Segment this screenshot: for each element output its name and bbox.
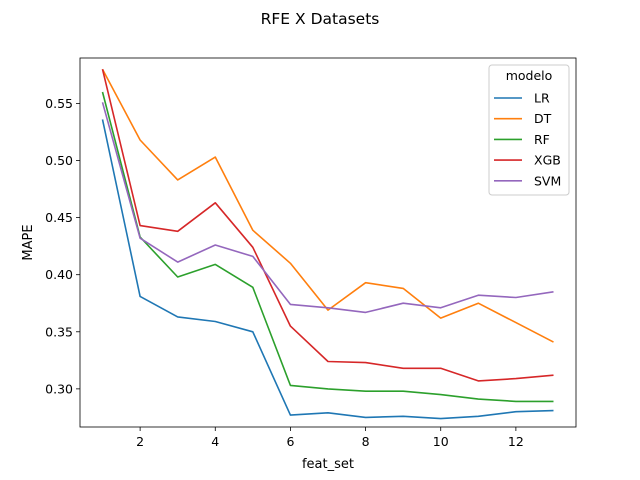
series-line-rf	[101, 91, 554, 403]
x-tick-label: 12	[508, 434, 524, 449]
legend-label-xgb: XGB	[534, 153, 561, 168]
series-line-svm	[101, 102, 554, 314]
y-tick-label: 0.30	[45, 381, 73, 396]
y-tick-label: 0.35	[45, 324, 73, 339]
y-tick-label: 0.50	[45, 153, 73, 168]
x-tick-label: 4	[211, 434, 219, 449]
legend-label-dt: DT	[534, 111, 552, 126]
series-line-xgb	[101, 69, 554, 382]
series-line-lr	[101, 119, 554, 420]
chart-title: RFE X Datasets	[261, 10, 380, 28]
y-tick-label: 0.45	[45, 210, 73, 225]
x-tick-label: 6	[286, 434, 294, 449]
legend: modelo LR DT RF XGB SVM	[488, 64, 570, 196]
x-tick-label: 8	[362, 434, 370, 449]
x-axis: 2 4 6 8 10 12	[136, 427, 524, 449]
x-tick-label: 2	[136, 434, 144, 449]
series-line-dt	[101, 68, 554, 343]
y-axis-label: MAPE	[21, 224, 36, 260]
y-tick-label: 0.40	[45, 267, 73, 282]
x-tick-label: 10	[433, 434, 449, 449]
legend-label-svm: SVM	[534, 173, 561, 188]
series-layer	[101, 68, 554, 420]
legend-title: modelo	[506, 68, 553, 83]
y-tick-label: 0.55	[45, 96, 73, 111]
plot-frame	[79, 57, 577, 428]
legend-label-lr: LR	[534, 91, 550, 106]
y-axis: 0.30 0.35 0.40 0.45 0.50 0.55	[45, 96, 80, 396]
legend-label-rf: RF	[534, 132, 550, 147]
x-axis-label: feat_set	[302, 457, 354, 472]
